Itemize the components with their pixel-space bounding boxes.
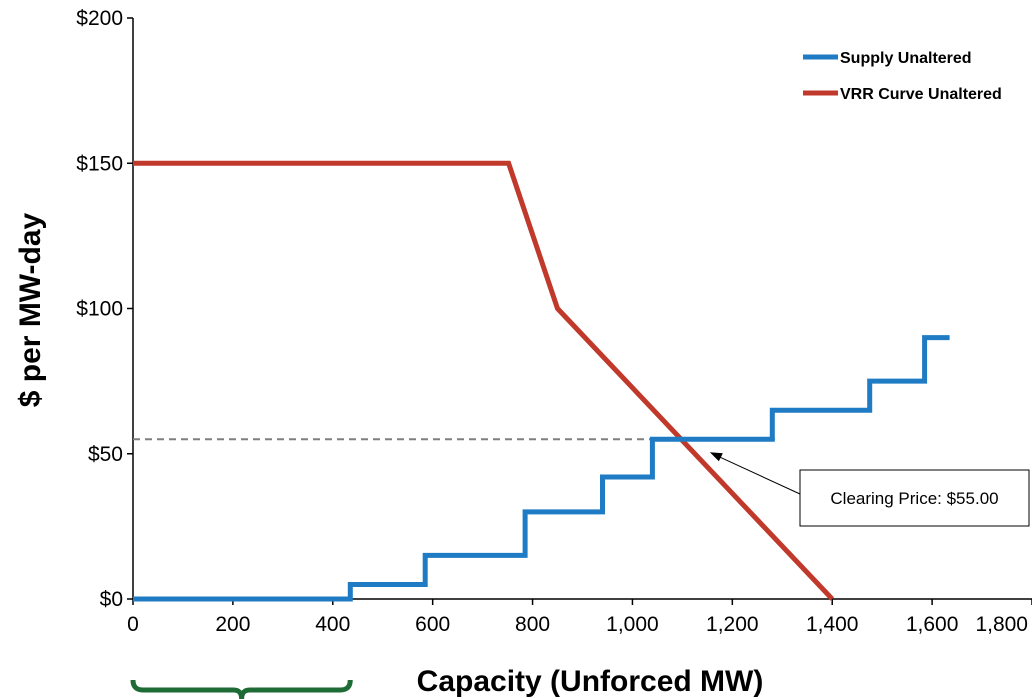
x-tick-label: 0	[127, 613, 139, 636]
x-tick-label: 600	[415, 613, 450, 636]
bracket-shape	[130, 679, 353, 699]
capacity-bracket	[130, 679, 353, 699]
x-tick-label: 800	[515, 613, 550, 636]
callout-box	[799, 469, 1030, 527]
tick-labels: $0 $50 $100 $150 $200 0 200 400 600 800 1,000 1,200…	[76, 7, 1028, 636]
x-tick-label: 400	[315, 613, 350, 636]
legend: Supply Unaltered VRR Curve Unaltered	[803, 50, 1002, 103]
y-tick-label: $150	[76, 152, 123, 175]
x-axis-title: Capacity (Unforced MW)	[417, 665, 764, 698]
x-tick-label: 1,600	[906, 613, 959, 636]
series-supply-unaltered	[133, 335, 950, 602]
y-axis-title: $ per MW-day	[14, 212, 47, 407]
callout-text: Clearing Price: $55.00	[830, 489, 998, 508]
clearing-price-callout: Clearing Price: $55.00	[709, 452, 1030, 527]
series-lines	[133, 160, 950, 602]
y-tick-label: $0	[100, 588, 123, 611]
y-tick-label: $100	[76, 298, 123, 321]
legend-label-supply-unaltered: Supply Unaltered	[840, 50, 972, 67]
y-tick-label: $50	[88, 443, 123, 466]
x-tick-label: 200	[215, 613, 250, 636]
x-tick-label: 1,000	[606, 613, 659, 636]
x-tick-label: 1,400	[806, 613, 859, 636]
series-vrr-curve-unaltered	[133, 160, 835, 601]
legend-label-vrr-curve-unaltered: VRR Curve Unaltered	[840, 86, 1002, 103]
callout-leader	[717, 455, 801, 495]
x-tick-label: 1,800	[975, 613, 1028, 636]
x-tick-label: 1,200	[706, 613, 759, 636]
callout-arrowhead	[709, 452, 723, 462]
y-tick-label: $200	[76, 7, 123, 30]
